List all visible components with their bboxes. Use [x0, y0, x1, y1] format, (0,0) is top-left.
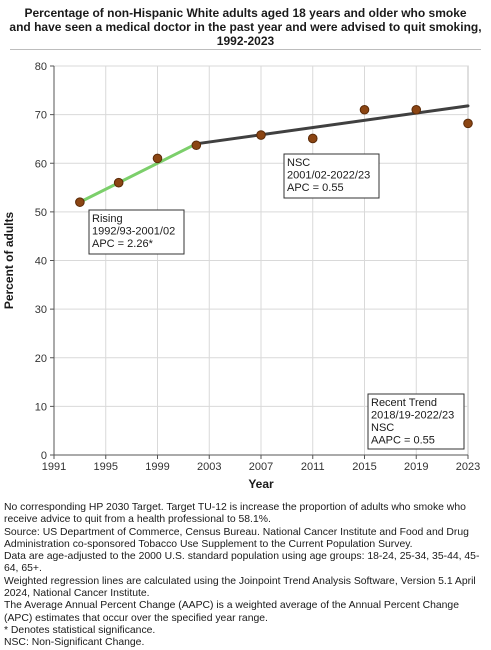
annotation-line: APC = 0.55: [287, 182, 344, 194]
data-point: [191, 140, 202, 151]
x-tick-label: 1995: [94, 461, 118, 473]
footnote-7: NSC: Non-Significant Change.: [4, 637, 145, 649]
data-point: [256, 130, 266, 140]
y-tick-label: 0: [41, 450, 47, 462]
x-tick-label: 2019: [404, 461, 428, 473]
x-tick-label: 1999: [145, 461, 169, 473]
data-point: [463, 118, 473, 129]
footnotes: No corresponding HP 2030 Target. Target …: [4, 502, 488, 650]
x-tick-label: 2003: [197, 461, 221, 473]
y-tick-label: 70: [35, 110, 47, 122]
x-tick-label: 2023: [456, 461, 480, 473]
annotation-line: 1992/93-2001/02: [92, 226, 175, 238]
y-tick-label: 80: [35, 61, 47, 73]
chart-canvas: 0 10 20 30 40 50 60 70 80 1991 1995 1999 2003 2007 201…: [2, 61, 480, 491]
trend-line-1: [78, 142, 198, 204]
data-point: [307, 133, 318, 144]
chart-title-line-2: and have seen a medical doctor in the pa…: [9, 20, 482, 34]
chart-title-line-3: 1992-2023: [216, 34, 275, 48]
y-tick-label: 40: [35, 256, 47, 268]
data-point: [411, 104, 422, 115]
x-axis-label: Year: [248, 477, 274, 491]
y-tick-label: 30: [35, 304, 47, 316]
footnote-2: Source: US Department of Commerce, Censu…: [4, 526, 469, 550]
title-divider: [10, 49, 481, 50]
data-point: [152, 153, 163, 164]
annotation-frame: [88, 209, 185, 255]
footnote-4: Weighted regression lines are calculated…: [4, 575, 476, 600]
y-tick-label: 50: [35, 207, 47, 219]
chart-title-line-1: Percentage of non-Hispanic White adults …: [24, 6, 467, 20]
annotation-line: Rising: [92, 213, 123, 225]
footnote-1: No corresponding HP 2030 Target. Target …: [4, 502, 466, 526]
y-tick-label: 10: [35, 401, 47, 413]
x-tick-label: 2007: [249, 461, 273, 473]
chart-title: Percentage of non-Hispanic White adults …: [6, 6, 485, 48]
y-tick-label: 20: [35, 353, 47, 365]
annotation-line: 2018/19-2022/23: [371, 410, 454, 422]
y-tick-label: 60: [35, 158, 47, 170]
data-point: [113, 177, 124, 188]
annotation-line: NSC: [371, 422, 394, 434]
annotation-line: APC = 2.26*: [92, 238, 154, 250]
y-axis-label: Percent of adults: [2, 212, 16, 310]
x-tick-label: 1991: [42, 461, 66, 473]
annotation-frame: [367, 393, 465, 450]
footnote-5: The Average Annual Percent Change (AAPC)…: [4, 600, 459, 624]
annotation-frame: [283, 153, 380, 199]
footnote-6: * Denotes statistical significance.: [4, 624, 156, 636]
x-tick-label: 2015: [352, 461, 376, 473]
trend-line-2: [194, 104, 470, 146]
x-tick-label: 2011: [301, 461, 325, 473]
data-point: [75, 197, 85, 207]
footnote-3: Data are age-adjusted to the 2000 U.S. s…: [4, 551, 480, 575]
annotation-line: AAPC = 0.55: [371, 435, 435, 447]
annotation-line: NSC: [287, 157, 310, 169]
data-point: [359, 104, 370, 115]
annotation-line: 2001/02-2022/23: [287, 170, 370, 182]
annotation-line: Recent Trend: [371, 397, 437, 409]
